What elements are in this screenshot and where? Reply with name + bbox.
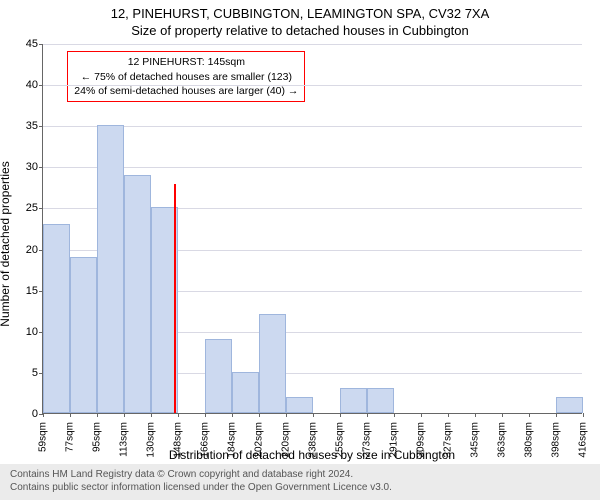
footer-line-1: Contains HM Land Registry data © Crown c… bbox=[10, 468, 590, 481]
y-tick-mark bbox=[39, 208, 43, 209]
gridline bbox=[43, 85, 582, 86]
y-tick-mark bbox=[39, 44, 43, 45]
histogram-bar bbox=[556, 397, 583, 413]
x-tick-mark bbox=[97, 413, 98, 417]
x-tick-mark bbox=[259, 413, 260, 417]
histogram-bar bbox=[340, 388, 367, 413]
y-tick-label: 15 bbox=[8, 285, 38, 297]
y-tick-label: 35 bbox=[8, 120, 38, 132]
x-tick-mark bbox=[340, 413, 341, 417]
histogram-bar bbox=[124, 175, 151, 413]
title-block: 12, PINEHURST, CUBBINGTON, LEAMINGTON SP… bbox=[0, 0, 600, 40]
y-tick-label: 5 bbox=[8, 367, 38, 379]
title-address: 12, PINEHURST, CUBBINGTON, LEAMINGTON SP… bbox=[0, 6, 600, 23]
y-tick-label: 20 bbox=[8, 244, 38, 256]
title-subtitle: Size of property relative to detached ho… bbox=[0, 23, 600, 40]
y-tick-label: 30 bbox=[8, 161, 38, 173]
property-marker-line bbox=[174, 184, 176, 413]
x-tick-mark bbox=[178, 413, 179, 417]
histogram-bar bbox=[70, 257, 97, 413]
x-tick-mark bbox=[151, 413, 152, 417]
y-tick-label: 40 bbox=[8, 79, 38, 91]
x-tick-mark bbox=[475, 413, 476, 417]
plot-area: 12 PINEHURST: 145sqm← 75% of detached ho… bbox=[42, 44, 582, 414]
y-tick-label: 0 bbox=[8, 408, 38, 420]
x-tick-mark bbox=[124, 413, 125, 417]
x-tick-mark bbox=[313, 413, 314, 417]
x-tick-mark bbox=[70, 413, 71, 417]
x-tick-mark bbox=[529, 413, 530, 417]
x-tick-mark bbox=[448, 413, 449, 417]
info-box-line: ← 75% of detached houses are smaller (12… bbox=[74, 70, 298, 84]
x-tick-mark bbox=[556, 413, 557, 417]
histogram-bar bbox=[43, 224, 70, 413]
x-tick-mark bbox=[583, 413, 584, 417]
histogram-bar bbox=[97, 125, 124, 413]
histogram-bar bbox=[367, 388, 394, 413]
x-tick-mark bbox=[367, 413, 368, 417]
y-tick-label: 25 bbox=[8, 202, 38, 214]
histogram-bar bbox=[259, 314, 286, 413]
y-tick-label: 10 bbox=[8, 326, 38, 338]
y-tick-mark bbox=[39, 167, 43, 168]
footer-attribution: Contains HM Land Registry data © Crown c… bbox=[0, 464, 600, 500]
x-tick-mark bbox=[205, 413, 206, 417]
x-tick-mark bbox=[394, 413, 395, 417]
histogram-bar bbox=[205, 339, 232, 413]
histogram-bar bbox=[232, 372, 259, 413]
gridline bbox=[43, 44, 582, 45]
info-box-line: 12 PINEHURST: 145sqm bbox=[74, 55, 298, 69]
x-tick-mark bbox=[421, 413, 422, 417]
x-tick-mark bbox=[232, 413, 233, 417]
x-tick-mark bbox=[43, 413, 44, 417]
marker-info-box: 12 PINEHURST: 145sqm← 75% of detached ho… bbox=[67, 51, 305, 102]
x-tick-mark bbox=[286, 413, 287, 417]
footer-line-2: Contains public sector information licen… bbox=[10, 481, 590, 494]
y-tick-label: 45 bbox=[8, 38, 38, 50]
x-tick-mark bbox=[502, 413, 503, 417]
y-tick-mark bbox=[39, 126, 43, 127]
histogram-bar bbox=[286, 397, 313, 413]
chart-area: Number of detached properties 12 PINEHUR… bbox=[0, 44, 600, 450]
y-tick-mark bbox=[39, 85, 43, 86]
